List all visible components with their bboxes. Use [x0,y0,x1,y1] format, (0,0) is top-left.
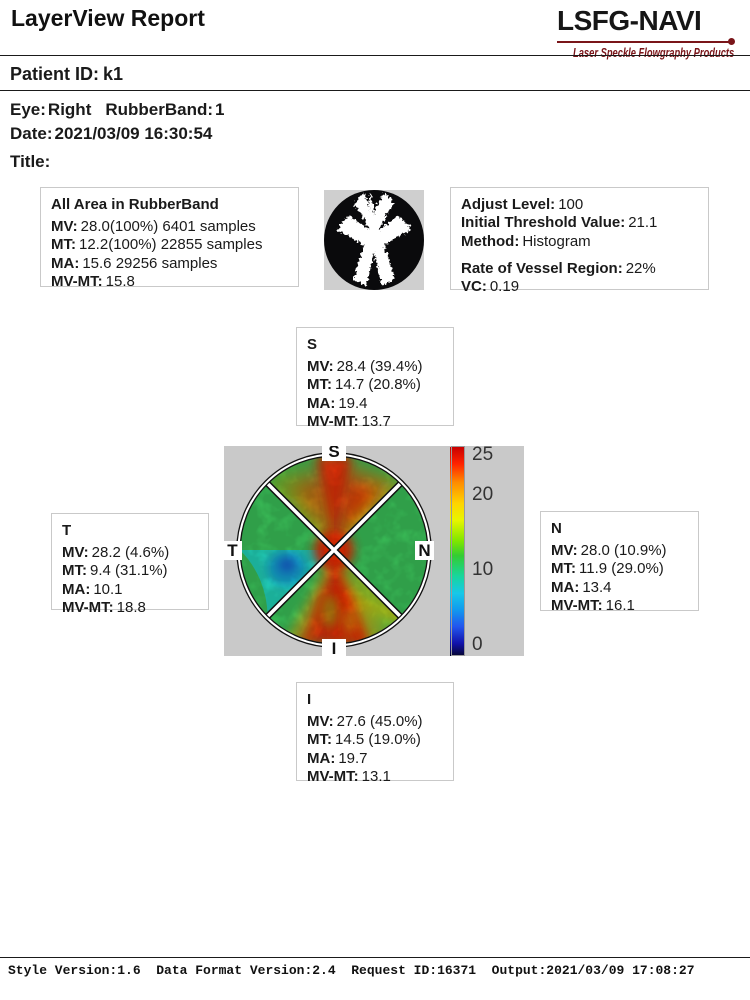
svg-text:T: T [227,541,238,560]
svg-text:N: N [418,541,430,560]
svg-text:S: S [328,446,339,461]
svg-text:I: I [332,639,337,656]
